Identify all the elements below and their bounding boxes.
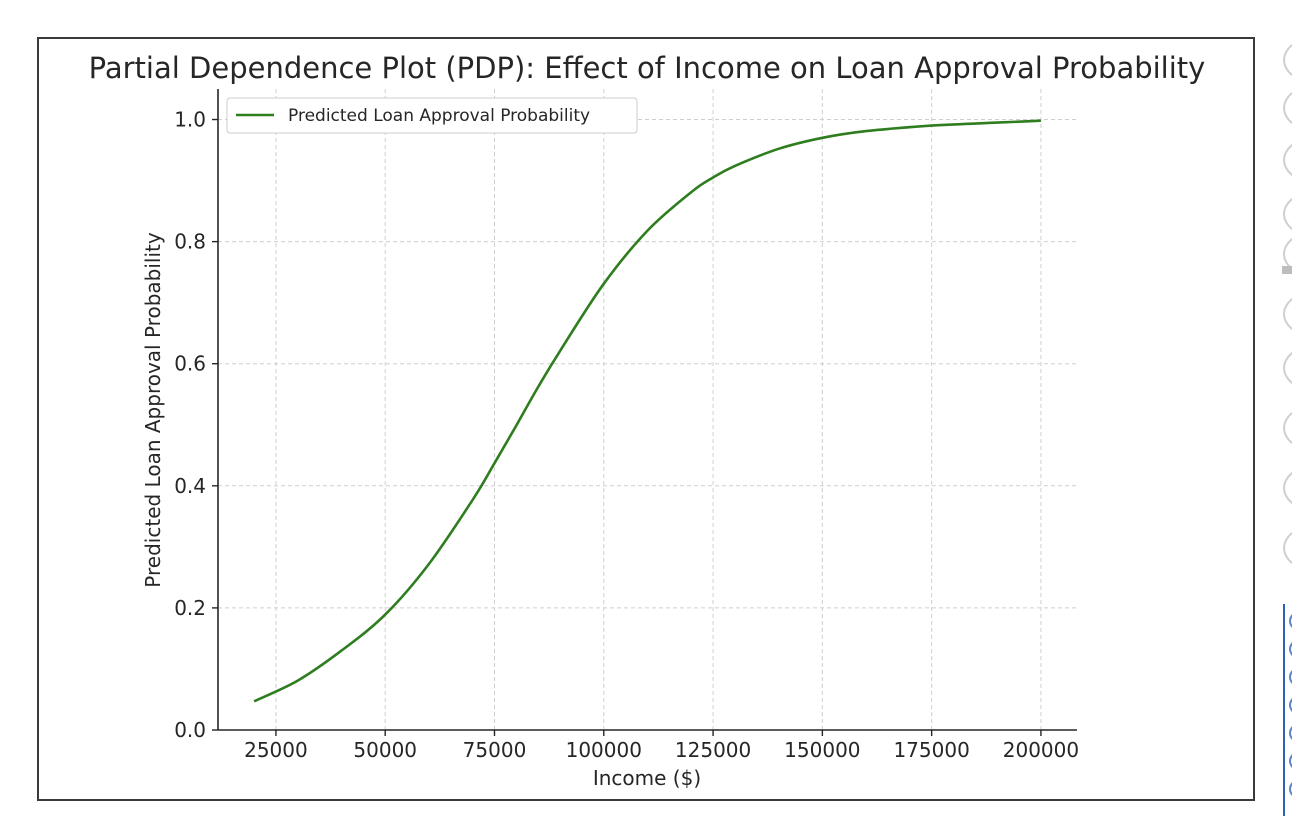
series-line <box>253 119 1041 703</box>
adjacent-window-edge <box>1268 0 1292 824</box>
series-layer <box>253 119 1041 703</box>
x-tick-label: 150000 <box>784 738 860 762</box>
x-tick-label: 75000 <box>463 738 527 762</box>
y-ticks: 0.0 0.2 0.4 0.6 0.8 1.0 <box>174 108 218 742</box>
grid <box>218 89 1077 731</box>
y-tick-label: 0.8 <box>174 230 206 254</box>
x-tick-label: 175000 <box>893 738 969 762</box>
y-axis-label: Predicted Loan Approval Probability <box>141 232 165 588</box>
chart-title: Partial Dependence Plot (PDP): Effect of… <box>89 51 1206 85</box>
y-tick-label: 0.2 <box>174 596 206 620</box>
x-tick-label: 25000 <box>244 738 308 762</box>
y-tick-label: 0.6 <box>174 352 206 376</box>
legend: Predicted Loan Approval Probability <box>226 97 638 134</box>
y-tick-label: 0.4 <box>174 474 206 498</box>
chart-frame <box>37 37 1255 801</box>
x-tick-label: 200000 <box>1003 738 1079 762</box>
x-tick-label: 125000 <box>675 738 751 762</box>
x-tick-label: 100000 <box>566 738 642 762</box>
x-tick-label: 50000 <box>353 738 417 762</box>
adjacent-window-sketch <box>1282 43 1292 816</box>
y-tick-label: 0.0 <box>174 718 206 742</box>
x-ticks: 25000 50000 75000 100000 125000 150000 175000 2… <box>244 730 1079 762</box>
legend-label: Predicted Loan Approval Probability <box>288 106 590 126</box>
x-axis-label: Income ($) <box>593 766 701 790</box>
legend-box <box>226 97 638 134</box>
y-tick-label: 1.0 <box>174 108 206 132</box>
